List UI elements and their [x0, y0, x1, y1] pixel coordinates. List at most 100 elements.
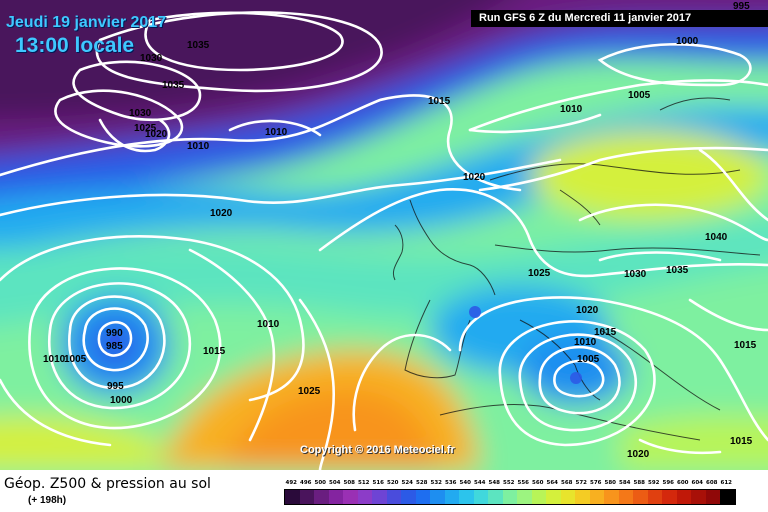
- scale-swatch: [575, 490, 590, 504]
- scale-tick-label: 504: [329, 480, 341, 486]
- scale-tick-label: 524: [401, 480, 413, 486]
- legend-title: Géop. Z500 & pression au sol: [4, 476, 211, 492]
- scale-swatch: [430, 490, 445, 504]
- scale-tick-label: 568: [561, 480, 573, 486]
- run-info: Run GFS 6 Z du Mercredi 11 janvier 2017: [471, 10, 768, 27]
- isobar-label: 1015: [730, 436, 753, 447]
- scale-swatch: [488, 490, 503, 504]
- scale-swatch: [633, 490, 648, 504]
- isobars: [0, 11, 768, 470]
- scale-swatch: [459, 490, 474, 504]
- scale-tick-label: 576: [590, 480, 602, 486]
- scale-tick-label: 552: [503, 480, 515, 486]
- color-scale-bar: [284, 489, 736, 505]
- scale-tick-label: 608: [706, 480, 718, 486]
- scale-swatch: [386, 490, 401, 504]
- scale-tick-label: 548: [488, 480, 500, 486]
- isobar-label: 995: [107, 381, 124, 392]
- isobar-label: 1020: [627, 449, 650, 460]
- scale-swatch: [560, 490, 575, 504]
- isobar-label: 1030: [140, 53, 163, 64]
- isobar-label: 1015: [734, 340, 757, 351]
- scale-tick-label: 532: [430, 480, 442, 486]
- isobar-label: 1020: [210, 208, 233, 219]
- scale-tick-label: 596: [662, 480, 674, 486]
- scale-tick-label: 528: [416, 480, 428, 486]
- isobar-label: 1010: [574, 337, 597, 348]
- isobar-label: 1000: [110, 395, 133, 406]
- isobar-label: 1035: [162, 80, 185, 91]
- scale-swatch: [415, 490, 430, 504]
- scale-tick-label: 572: [575, 480, 587, 486]
- scale-tick-label: 492: [285, 480, 297, 486]
- color-scale: 492 496 500 504 508 512 516 520 524 528 532 536 540 5…: [284, 478, 736, 505]
- scale-tick-label: 540: [459, 480, 471, 486]
- scale-swatch: [618, 490, 633, 504]
- scale-swatch: [328, 490, 343, 504]
- isobar-label: 990: [106, 328, 123, 339]
- scale-swatch: [720, 490, 735, 504]
- scale-tick-label: 512: [358, 480, 370, 486]
- scale-tick-label: 560: [532, 480, 544, 486]
- isobar-label: 1015: [428, 96, 451, 107]
- scale-tick-label: 544: [474, 480, 486, 486]
- isobar-label: 1035: [187, 40, 210, 51]
- isobar-label: 995: [733, 1, 750, 12]
- scale-tick-label: 500: [314, 480, 326, 486]
- color-scale-ticks: 492 496 500 504 508 512 516 520 524 528 532 536 540 5…: [284, 478, 736, 489]
- scale-swatch: [285, 490, 300, 504]
- scale-swatch: [662, 490, 677, 504]
- isobar-label: 1020: [576, 305, 599, 316]
- pressure-centres: [110, 306, 582, 384]
- scale-swatch: [531, 490, 546, 504]
- coastlines: [392, 97, 761, 441]
- scale-swatch: [343, 490, 358, 504]
- isobar-label: 1010: [265, 127, 288, 138]
- isobar-label: 1020: [145, 129, 168, 140]
- scale-swatch: [299, 490, 314, 504]
- isobar-label: 1005: [64, 354, 87, 365]
- isobar-label: 1010: [257, 319, 280, 330]
- isobar-label: 1030: [129, 108, 152, 119]
- isobar-label: 1005: [577, 354, 600, 365]
- scale-tick-label: 564: [546, 480, 558, 486]
- isobar-label: 1020: [463, 172, 486, 183]
- isobar-label: 1025: [528, 268, 551, 279]
- isobar-label: 985: [106, 341, 123, 352]
- isobar-label: 1030: [624, 269, 647, 280]
- isobar-label: 1000: [676, 36, 699, 47]
- scale-swatch: [444, 490, 459, 504]
- scale-swatch: [676, 490, 691, 504]
- isobar-label: 1010: [560, 104, 583, 115]
- scale-swatch: [517, 490, 532, 504]
- forecast-time: 13:00 locale: [15, 34, 135, 57]
- scale-tick-label: 520: [387, 480, 399, 486]
- scale-swatch: [589, 490, 604, 504]
- forecast-date: Jeudi 19 janvier 2017: [6, 14, 167, 31]
- scale-tick-label: 496: [300, 480, 312, 486]
- isobar-label: 1035: [666, 265, 689, 276]
- scale-swatch: [473, 490, 488, 504]
- scale-tick-label: 592: [648, 480, 660, 486]
- scale-swatch: [401, 490, 416, 504]
- isobar-labels: 1035 1030 1035 1030 1025 1020 1010 1010 …: [43, 1, 757, 460]
- scale-swatch: [357, 490, 372, 504]
- isobar-label: 1025: [134, 123, 157, 134]
- isobar-label: 1015: [594, 327, 617, 338]
- isobar-label: 1015: [203, 346, 226, 357]
- copyright-text: Copyright © 2016 Meteociel.fr: [300, 444, 455, 456]
- scale-tick-label: 580: [604, 480, 616, 486]
- scale-tick-label: 588: [633, 480, 645, 486]
- scale-tick-label: 600: [677, 480, 689, 486]
- scale-tick-label: 604: [691, 480, 703, 486]
- scale-swatch: [502, 490, 517, 504]
- isobar-label: 1010: [187, 141, 210, 152]
- scale-swatch: [546, 490, 561, 504]
- isobar-label: 1005: [628, 90, 651, 101]
- isobar-label: 1025: [298, 386, 321, 397]
- scale-swatch: [691, 490, 706, 504]
- scale-swatch: [647, 490, 662, 504]
- scale-tick-label: 584: [619, 480, 631, 486]
- scale-swatch: [705, 490, 720, 504]
- isobar-label: 1010: [43, 354, 66, 365]
